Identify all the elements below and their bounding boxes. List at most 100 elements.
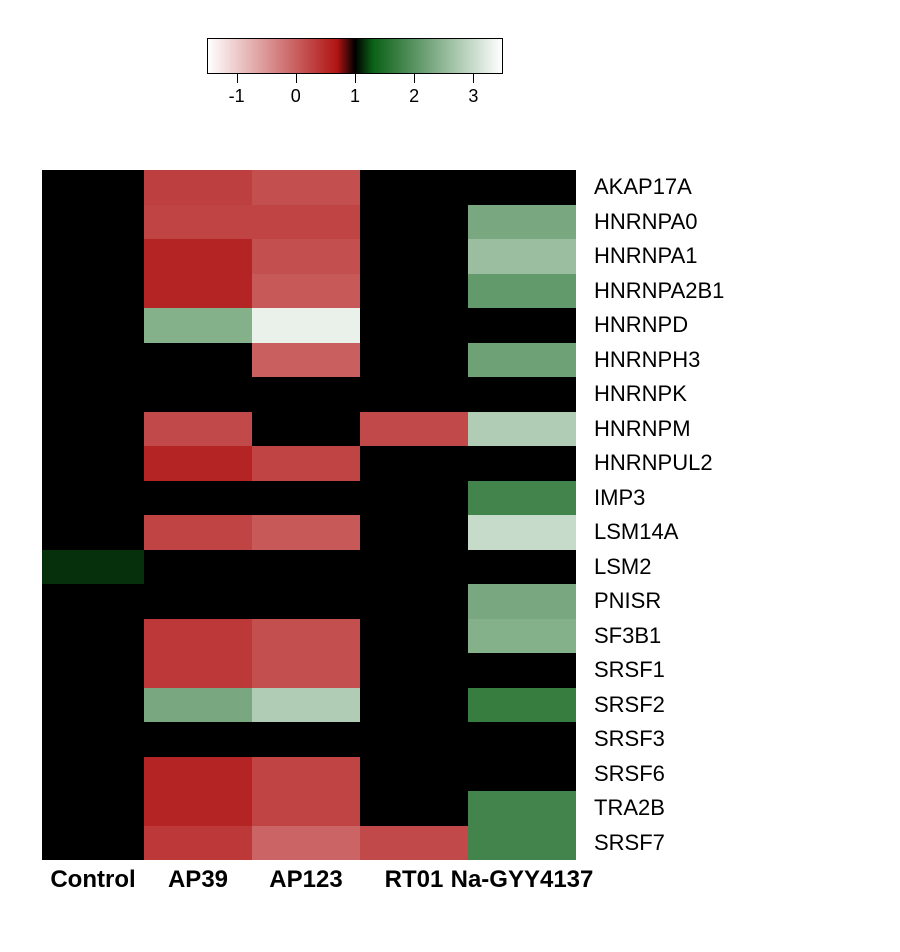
heatmap-row-label: AKAP17A — [594, 176, 692, 198]
heatmap-column-label: RT01 — [385, 866, 444, 894]
heatmap-row-label: LSM14A — [594, 521, 678, 543]
heatmap-cell — [42, 826, 144, 861]
heatmap-cell — [468, 481, 576, 516]
heatmap-cell — [468, 412, 576, 447]
heatmap-cell — [252, 481, 360, 516]
heatmap-cell — [360, 239, 468, 274]
heatmap-cell — [360, 826, 468, 861]
heatmap-cell — [252, 343, 360, 378]
heatmap-cell — [144, 446, 252, 481]
heatmap-cell — [42, 377, 144, 412]
heatmap-cell — [42, 343, 144, 378]
heatmap: AKAP17AHNRNPA0HNRNPA1HNRNPA2B1HNRNPDHNRN… — [42, 170, 576, 860]
heatmap-cell — [360, 481, 468, 516]
heatmap-cell — [360, 653, 468, 688]
heatmap-cell — [360, 308, 468, 343]
heatmap-row-label: HNRNPA1 — [594, 245, 698, 267]
heatmap-cell — [252, 515, 360, 550]
heatmap-row-label: HNRNPK — [594, 383, 687, 405]
heatmap-cell — [252, 170, 360, 205]
heatmap-cell — [42, 791, 144, 826]
heatmap-cell — [252, 550, 360, 585]
heatmap-cell — [42, 481, 144, 516]
heatmap-cell — [360, 377, 468, 412]
heatmap-cell — [144, 481, 252, 516]
heatmap-cell — [252, 584, 360, 619]
colorbar-legend: -10123 — [207, 38, 503, 86]
heatmap-cell — [252, 757, 360, 792]
figure: -10123 AKAP17AHNRNPA0HNRNPA1HNRNPA2B1HNR… — [0, 0, 900, 952]
heatmap-cell — [42, 757, 144, 792]
heatmap-cell — [42, 653, 144, 688]
heatmap-cell — [468, 550, 576, 585]
heatmap-cell — [360, 412, 468, 447]
heatmap-cell — [144, 653, 252, 688]
colorbar-tick — [237, 73, 238, 83]
heatmap-cell — [360, 791, 468, 826]
heatmap-cell — [468, 239, 576, 274]
heatmap-cell — [468, 584, 576, 619]
heatmap-cell — [468, 446, 576, 481]
colorbar-tick-label: -1 — [229, 86, 245, 107]
heatmap-cell — [252, 239, 360, 274]
heatmap-cell — [144, 584, 252, 619]
colorbar-tick — [355, 73, 356, 83]
heatmap-cell — [144, 205, 252, 240]
heatmap-cell — [252, 791, 360, 826]
heatmap-cell — [360, 515, 468, 550]
heatmap-cell — [144, 619, 252, 654]
heatmap-cell — [252, 412, 360, 447]
heatmap-cell — [42, 412, 144, 447]
heatmap-cell — [468, 205, 576, 240]
heatmap-cell — [252, 377, 360, 412]
heatmap-cell — [42, 688, 144, 723]
heatmap-cell — [360, 446, 468, 481]
heatmap-cell — [42, 274, 144, 309]
heatmap-row-label: SRSF1 — [594, 659, 665, 681]
heatmap-cell — [42, 619, 144, 654]
heatmap-cell — [42, 515, 144, 550]
heatmap-cell — [42, 722, 144, 757]
colorbar-tick — [296, 73, 297, 83]
heatmap-cell — [360, 343, 468, 378]
heatmap-cell — [144, 722, 252, 757]
heatmap-grid — [42, 170, 576, 860]
heatmap-cell — [144, 791, 252, 826]
heatmap-row-label: HNRNPA0 — [594, 211, 698, 233]
heatmap-cell — [468, 274, 576, 309]
heatmap-column-label: AP123 — [269, 866, 342, 894]
heatmap-cell — [252, 619, 360, 654]
heatmap-cell — [144, 343, 252, 378]
heatmap-cell — [144, 239, 252, 274]
heatmap-row-label: SRSF7 — [594, 832, 665, 854]
heatmap-cell — [42, 170, 144, 205]
heatmap-cell — [144, 308, 252, 343]
colorbar-tick-label: 0 — [291, 86, 301, 107]
heatmap-cell — [144, 550, 252, 585]
heatmap-row-label: HNRNPUL2 — [594, 452, 713, 474]
heatmap-cell — [144, 757, 252, 792]
heatmap-cell — [144, 412, 252, 447]
heatmap-row-label: LSM2 — [594, 556, 651, 578]
colorbar-tick — [414, 73, 415, 83]
heatmap-cell — [468, 377, 576, 412]
heatmap-cell — [468, 619, 576, 654]
heatmap-cell — [360, 619, 468, 654]
heatmap-cell — [144, 515, 252, 550]
heatmap-cell — [144, 170, 252, 205]
heatmap-cell — [252, 826, 360, 861]
heatmap-cell — [252, 308, 360, 343]
heatmap-cell — [468, 826, 576, 861]
heatmap-cell — [144, 688, 252, 723]
heatmap-row-label: HNRNPH3 — [594, 349, 700, 371]
colorbar-tick-label: 1 — [350, 86, 360, 107]
heatmap-column-label: Na-GYY4137 — [451, 866, 594, 894]
heatmap-cell — [42, 550, 144, 585]
heatmap-cell — [360, 274, 468, 309]
heatmap-cell — [42, 584, 144, 619]
heatmap-row-label: HNRNPA2B1 — [594, 280, 724, 302]
heatmap-cell — [360, 688, 468, 723]
heatmap-row-label: IMP3 — [594, 487, 645, 509]
heatmap-column-label: AP39 — [168, 866, 228, 894]
heatmap-cell — [42, 205, 144, 240]
